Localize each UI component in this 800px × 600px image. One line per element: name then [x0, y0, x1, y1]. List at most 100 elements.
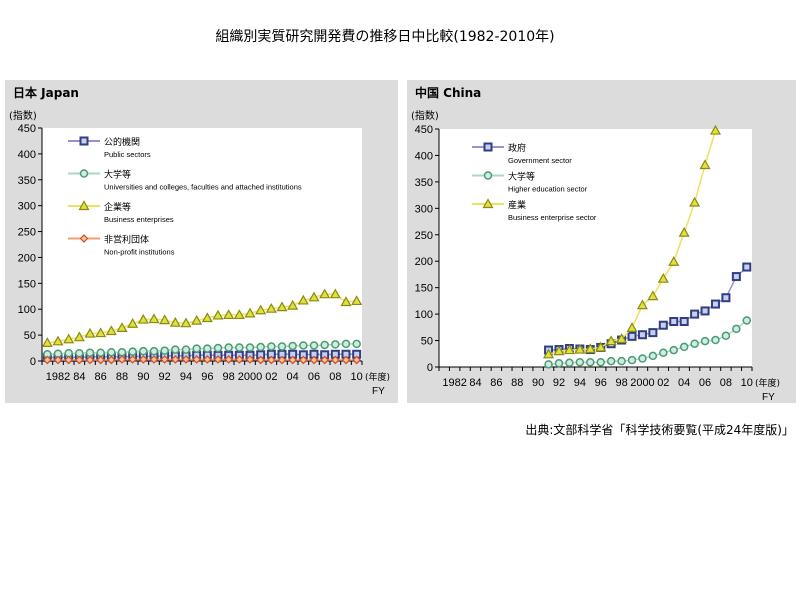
- x-tick-label: 84: [469, 377, 481, 389]
- plot-area: [42, 128, 362, 361]
- legend-label-en: Non-profit institutions: [104, 248, 175, 257]
- triangle-marker: [543, 348, 555, 359]
- circle-marker: [732, 324, 741, 334]
- circle-marker: [79, 169, 89, 178]
- triangle-marker: [595, 341, 607, 352]
- triangle-marker: [127, 317, 139, 328]
- circle-marker: [235, 343, 244, 352]
- circle-marker: [341, 339, 351, 349]
- circle-marker: [352, 339, 361, 349]
- circle-marker: [203, 344, 212, 353]
- y-tick-label: 200: [18, 252, 36, 264]
- triangle-marker: [78, 200, 90, 211]
- diamond-marker: [170, 355, 180, 364]
- x-tick-label: 2000: [630, 377, 654, 389]
- triangle-marker: [169, 316, 181, 327]
- x-tick-label: 1982: [442, 377, 466, 389]
- x-tick-label: 98: [223, 371, 235, 383]
- circle-marker: [213, 343, 223, 353]
- y-tick-label: 350: [18, 175, 36, 187]
- circle-marker: [648, 351, 658, 361]
- diamond-marker: [53, 355, 63, 365]
- legend-label-en: Higher education sector: [508, 185, 588, 194]
- diamond-marker: [266, 355, 276, 365]
- circle-marker: [288, 341, 297, 351]
- panel-title: 中国 China: [415, 86, 482, 100]
- y-tick-label: 0: [30, 356, 36, 368]
- circle-marker: [85, 348, 95, 357]
- japan-panel: 日本 Japan (指数) 0 50 100 150 200 250 300 350 400 45…: [5, 80, 398, 403]
- diamond-marker: [85, 355, 95, 365]
- circle-marker: [149, 346, 159, 356]
- circle-marker: [160, 346, 169, 355]
- triangle-marker: [616, 333, 628, 344]
- legend-label-jp: 企業等: [104, 201, 131, 213]
- y-tick-label: 150: [415, 283, 433, 295]
- triangle-marker: [678, 226, 690, 237]
- triangle-marker: [201, 312, 213, 323]
- circle-marker: [554, 359, 564, 368]
- circle-marker: [192, 344, 201, 353]
- circle-marker: [596, 357, 605, 367]
- x-tick-label: 92: [553, 377, 565, 389]
- x-tick-label: 88: [116, 371, 128, 383]
- triangle-marker: [84, 327, 96, 338]
- triangle-marker: [159, 314, 171, 325]
- legend-label-jp: 非営利団体: [104, 234, 149, 246]
- diamond-marker: [149, 355, 159, 364]
- circle-marker: [565, 358, 574, 368]
- x-tick-label: 96: [201, 371, 213, 383]
- triangle-marker: [574, 343, 586, 354]
- x-tick-label: 84: [73, 371, 85, 383]
- x-tick-label: 1982: [46, 371, 70, 383]
- y-tick-label: 50: [421, 336, 433, 348]
- circle-marker: [256, 342, 265, 352]
- y-tick-label: 150: [18, 278, 36, 290]
- square-marker: [669, 317, 679, 327]
- square-marker: [483, 142, 493, 152]
- panel-title: 日本 Japan: [13, 86, 79, 100]
- triangle-marker: [191, 314, 203, 325]
- triangle-marker: [63, 333, 75, 344]
- square-marker: [742, 262, 752, 272]
- x-unit-en: FY: [762, 392, 775, 403]
- y-tick-label: 350: [415, 177, 433, 189]
- circle-marker: [128, 347, 137, 356]
- y-tick-label: 0: [427, 362, 433, 374]
- circle-marker: [96, 348, 105, 357]
- diamond-marker: [79, 234, 89, 243]
- triangle-marker: [244, 307, 256, 318]
- square-marker: [731, 272, 741, 282]
- diamond-marker: [234, 355, 244, 364]
- triangle-marker: [95, 327, 107, 338]
- triangle-marker: [482, 198, 494, 209]
- circle-marker: [483, 171, 493, 180]
- diamond-marker: [224, 355, 234, 364]
- legend-label-en: Business enterprise sector: [508, 213, 597, 222]
- x-tick-label: 94: [574, 377, 586, 389]
- triangle-marker: [626, 322, 638, 332]
- diamond-marker: [96, 355, 106, 365]
- circle-marker: [320, 340, 329, 350]
- triangle-marker: [137, 313, 149, 324]
- square-marker: [690, 309, 700, 319]
- circle-marker: [139, 346, 148, 356]
- triangle-marker: [223, 309, 235, 320]
- square-marker: [679, 317, 689, 327]
- diamond-marker: [128, 355, 138, 364]
- legend-label-jp: 大学等: [104, 169, 131, 181]
- chart-title: 組織別実質研究開発費の推移日中比較(1982-2010年): [215, 29, 555, 45]
- triangle-marker: [689, 196, 701, 207]
- legend-label-en: Business enterprises: [104, 215, 174, 224]
- triangle-marker: [340, 296, 352, 307]
- x-tick-label: 02: [265, 371, 277, 383]
- triangle-marker: [233, 309, 245, 320]
- source-note: 出典:文部科学省「科学技術要覧(平成24年度版)」: [525, 423, 794, 437]
- y-tick-label: 400: [18, 149, 36, 161]
- x-tick-label: 90: [532, 377, 544, 389]
- triangle-marker: [636, 299, 648, 310]
- y-tick-label: 400: [415, 150, 433, 162]
- x-tick-label: 08: [329, 371, 341, 383]
- triangle-marker: [276, 301, 288, 312]
- legend-label-en: Government sector: [508, 156, 572, 165]
